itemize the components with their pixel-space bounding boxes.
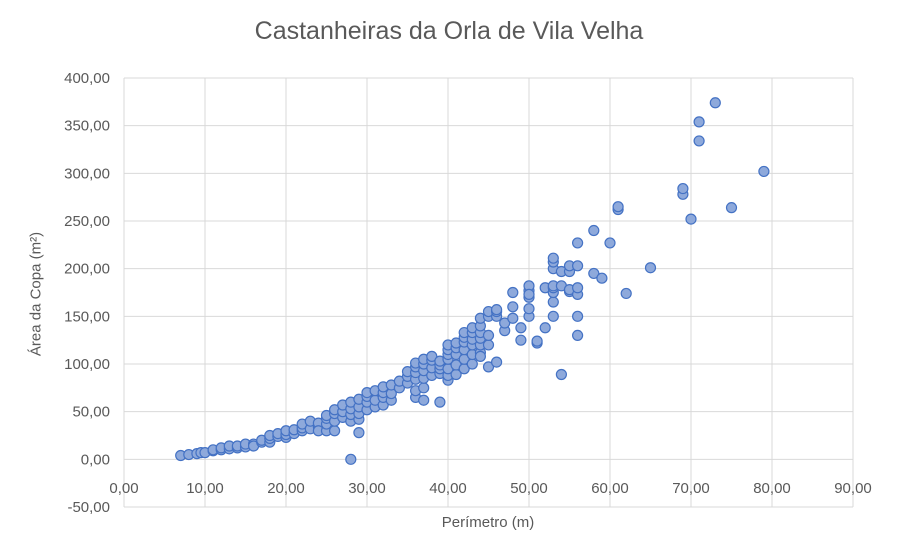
data-point	[466, 358, 478, 370]
data-point	[523, 303, 535, 315]
data-point	[693, 135, 705, 147]
x-tick-label: 80,00	[753, 480, 791, 497]
data-point	[491, 356, 503, 368]
data-point	[547, 252, 559, 264]
data-point	[547, 310, 559, 322]
y-tick-label: -50,00	[67, 499, 110, 516]
x-tick-label: 60,00	[591, 480, 629, 497]
x-tick-label: 30,00	[348, 480, 386, 497]
y-tick-label: 50,00	[72, 404, 110, 421]
data-point	[612, 201, 624, 213]
x-tick-label: 40,00	[429, 480, 467, 497]
data-point	[418, 382, 430, 394]
data-point	[547, 296, 559, 308]
data-point	[491, 304, 503, 316]
x-tick-label: 70,00	[672, 480, 710, 497]
data-point	[555, 368, 568, 381]
data-point	[644, 262, 657, 274]
data-point	[539, 322, 551, 334]
y-tick-label: 250,00	[64, 213, 110, 230]
y-tick-label: 300,00	[64, 165, 110, 182]
data-point	[693, 116, 705, 128]
data-point	[507, 312, 519, 324]
data-points	[175, 97, 770, 465]
data-point	[418, 394, 430, 406]
data-point	[588, 224, 600, 237]
y-tick-label: 100,00	[64, 356, 110, 373]
chart-title: Castanheiras da Orla de Vila Velha	[254, 17, 644, 45]
data-point	[677, 182, 689, 195]
y-tick-label: 150,00	[64, 308, 110, 325]
data-point	[482, 361, 495, 373]
data-point	[709, 97, 721, 109]
data-point	[507, 286, 519, 299]
data-point	[758, 165, 770, 178]
y-tick-label: 0,00	[81, 451, 110, 468]
data-point	[515, 322, 527, 334]
data-point	[571, 237, 584, 249]
data-point	[571, 310, 584, 322]
data-point	[515, 334, 527, 346]
data-point	[482, 339, 495, 351]
data-point	[499, 317, 511, 329]
data-point	[434, 396, 446, 408]
x-tick-label: 0,00	[109, 480, 138, 497]
data-point	[685, 213, 697, 225]
data-point	[345, 453, 357, 465]
data-point	[588, 267, 600, 280]
data-point	[620, 287, 632, 300]
y-tick-label: 200,00	[64, 261, 110, 278]
data-point	[596, 272, 608, 284]
grid-lines	[123, 77, 854, 508]
data-point	[426, 350, 438, 362]
axis-ticks: 0,00 10,00 20,00 30,00 40,00 50,00 60,00 70,00 8…	[64, 70, 872, 516]
y-tick-label: 350,00	[64, 118, 110, 135]
x-tick-label: 20,00	[267, 480, 305, 497]
data-point	[353, 427, 365, 439]
data-point	[482, 329, 495, 341]
data-point	[523, 288, 535, 301]
y-tick-label: 400,00	[64, 70, 110, 87]
data-point	[571, 329, 584, 341]
data-point	[604, 237, 616, 249]
data-point	[531, 335, 543, 347]
x-tick-label: 10,00	[186, 480, 224, 497]
data-point	[571, 282, 584, 294]
data-point	[474, 350, 486, 362]
x-axis-label: Perímetro (m)	[441, 514, 535, 531]
data-point	[507, 301, 519, 313]
data-point	[329, 425, 341, 437]
x-tick-label: 50,00	[510, 480, 548, 497]
data-point	[571, 260, 584, 272]
x-tick-label: 90,00	[834, 480, 872, 497]
data-point	[725, 202, 738, 214]
